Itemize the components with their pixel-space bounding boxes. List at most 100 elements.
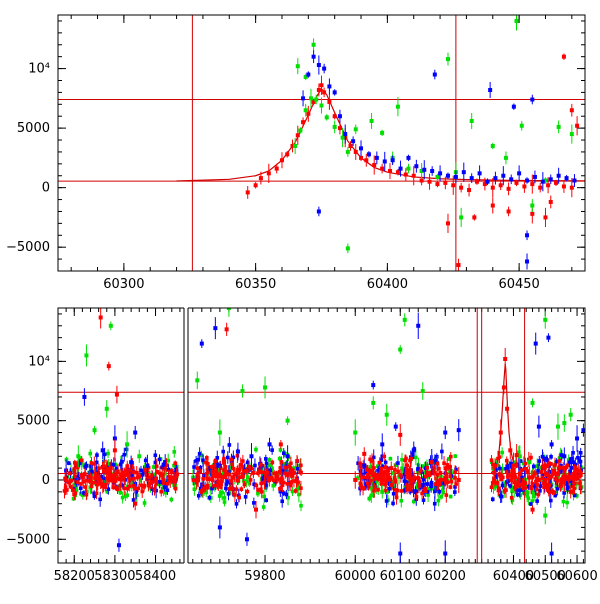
data-point (438, 471, 443, 475)
data-point (368, 465, 373, 469)
data-point (303, 108, 308, 113)
data-point (435, 182, 440, 187)
data-point (267, 458, 272, 462)
data-point (290, 471, 295, 476)
data-point (280, 469, 285, 473)
data-point (102, 476, 106, 481)
data-point (72, 467, 77, 471)
data-point (429, 460, 434, 465)
data-point (95, 482, 100, 487)
data-point (235, 471, 239, 476)
data-point (218, 491, 223, 496)
data-point (82, 472, 87, 476)
data-point (420, 389, 425, 394)
data-point (390, 158, 395, 163)
data-point (376, 488, 380, 492)
data-point (129, 460, 134, 465)
data-point (469, 176, 474, 181)
plot-frame (57, 307, 586, 564)
data-point (416, 466, 420, 471)
data-point (536, 492, 541, 497)
data-point (433, 458, 437, 463)
data-point (345, 246, 350, 251)
data-point (123, 494, 128, 498)
data-point (540, 476, 545, 480)
data-point (142, 501, 147, 505)
data-point (517, 171, 522, 176)
data-point (69, 478, 74, 483)
data-point (448, 485, 453, 489)
data-point (530, 211, 535, 216)
data-point (398, 432, 403, 437)
x-tick-label: 60300 (103, 277, 144, 292)
data-point (280, 476, 284, 480)
data-point (159, 473, 164, 478)
data-point (258, 176, 263, 181)
data-point (145, 477, 149, 482)
data-point (453, 174, 458, 179)
data-point (240, 465, 245, 469)
data-point (561, 499, 566, 504)
data-point (422, 167, 427, 172)
data-point (125, 442, 130, 447)
data-point (63, 486, 68, 490)
data-point (278, 466, 283, 470)
data-point (568, 412, 573, 417)
data-point (575, 123, 580, 128)
data-point (358, 473, 363, 478)
data-point (247, 481, 252, 486)
data-point (442, 461, 446, 465)
data-point (522, 184, 527, 189)
data-point (474, 179, 479, 184)
data-point (549, 474, 554, 479)
data-point (404, 467, 409, 472)
x-tick-label: 60000 (335, 569, 376, 584)
data-point (353, 127, 358, 132)
data-point (520, 475, 524, 480)
data-point (108, 466, 113, 471)
data-point (311, 54, 316, 59)
data-point (517, 450, 521, 455)
data-point (572, 486, 577, 491)
data-point (172, 450, 177, 454)
data-point (384, 412, 389, 417)
data-point (259, 481, 263, 486)
data-point (535, 499, 539, 503)
data-point (567, 460, 572, 465)
data-point (306, 72, 311, 77)
data-point (102, 452, 107, 457)
data-point (172, 479, 177, 484)
data-point (573, 473, 577, 477)
data-point (527, 460, 532, 465)
data-point (85, 478, 89, 483)
data-point (411, 448, 416, 453)
data-point (399, 498, 404, 503)
data-point (340, 135, 345, 140)
data-point (436, 498, 441, 503)
data-point (67, 471, 72, 476)
data-point (154, 464, 159, 469)
data-point (527, 475, 532, 480)
data-point (229, 457, 233, 462)
data-point (252, 501, 256, 505)
data-point (150, 487, 155, 491)
data-point (120, 495, 125, 500)
data-point (365, 475, 369, 480)
data-point (116, 469, 120, 474)
data-point (214, 469, 219, 474)
data-point (489, 485, 494, 489)
data-point (526, 496, 531, 500)
data-point (448, 494, 453, 499)
data-point (496, 456, 500, 461)
data-point (498, 466, 502, 471)
data-point (356, 461, 360, 466)
data-point (532, 474, 536, 478)
data-point (145, 463, 150, 468)
data-point (169, 497, 174, 502)
data-point (525, 178, 530, 183)
data-point (384, 499, 389, 503)
data-point (419, 178, 424, 183)
data-point (370, 487, 374, 492)
data-point (162, 485, 167, 489)
